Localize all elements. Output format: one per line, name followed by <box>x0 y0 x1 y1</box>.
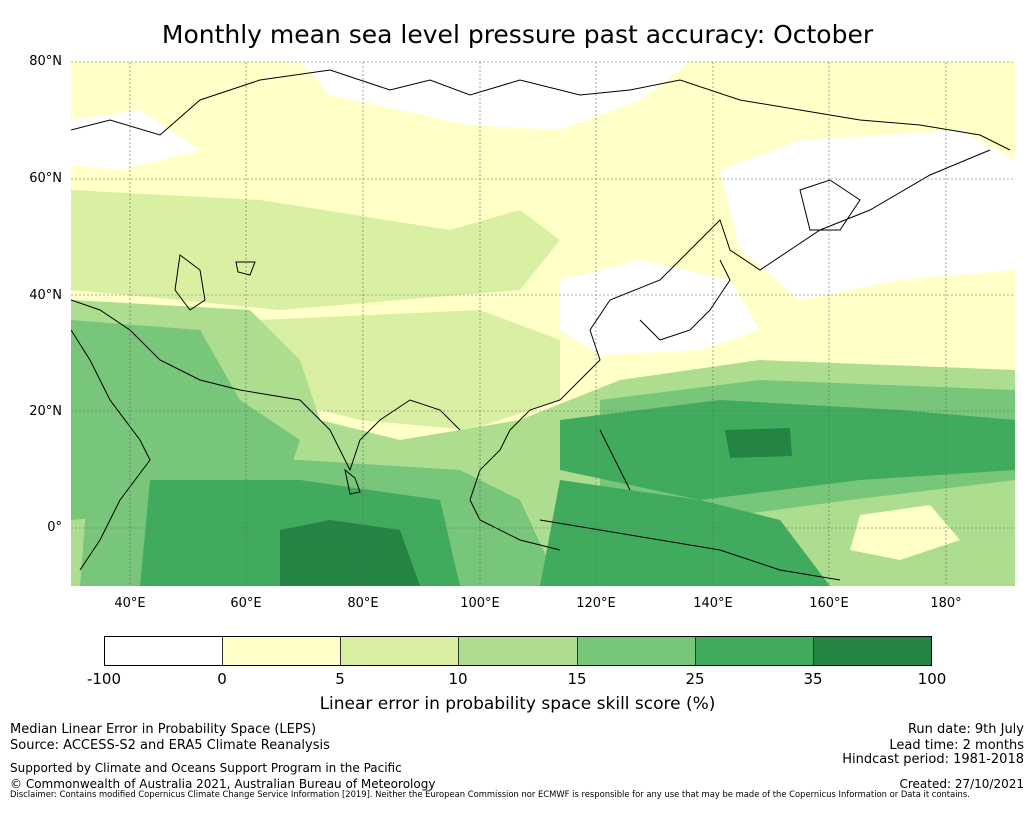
colorbar-segment <box>105 637 224 665</box>
lon-label-60e: 60°E <box>230 596 262 611</box>
footer-run-date: Run date: 9th July <box>907 722 1024 737</box>
colorbar-segment <box>813 637 931 665</box>
colorbar-segment <box>459 637 578 665</box>
colorbar-tick-label: 35 <box>803 670 823 688</box>
lat-label-0: 0° <box>47 520 62 535</box>
lat-label-80n: 80°N <box>29 54 62 69</box>
colorbar-tick-label: 0 <box>217 670 227 688</box>
lon-label-40e: 40°E <box>114 596 146 611</box>
lon-label-80e: 80°E <box>347 596 379 611</box>
footer-source: Source: ACCESS-S2 and ERA5 Climate Reana… <box>10 738 330 753</box>
footer-copyright: © Commonwealth of Australia 2021, Austra… <box>10 777 436 791</box>
footer-support: Supported by Climate and Oceans Support … <box>10 761 402 775</box>
coastlines <box>71 69 1011 581</box>
gridlines <box>71 61 1015 586</box>
colorbar-tick-label: 5 <box>335 670 345 688</box>
lon-label-180: 180° <box>930 596 962 611</box>
colorbar-tick-label: 15 <box>567 670 587 688</box>
lat-label-20n: 20°N <box>29 404 62 419</box>
lon-label-120e: 120°E <box>576 596 616 611</box>
skill-map <box>71 61 1015 586</box>
lon-label-160e: 160°E <box>809 596 849 611</box>
lon-label-140e: 140°E <box>693 596 733 611</box>
colorbar-label: Linear error in probability space skill … <box>319 694 716 714</box>
colorbar-segment <box>695 637 814 665</box>
lat-label-60n: 60°N <box>29 171 62 186</box>
colorbar-segment <box>577 637 696 665</box>
footer-method: Median Linear Error in Probability Space… <box>10 722 317 737</box>
colorbar-segment <box>341 637 460 665</box>
colorbar <box>104 636 932 666</box>
colorbar-segment <box>223 637 342 665</box>
chart-title: Monthly mean sea level pressure past acc… <box>161 20 874 49</box>
lon-label-100e: 100°E <box>460 596 500 611</box>
footer-disclaimer: Disclaimer: Contains modified Copernicus… <box>10 789 970 799</box>
lat-label-40n: 40°N <box>29 288 62 303</box>
colorbar-tick-label: 10 <box>448 670 468 688</box>
footer-created: Created: 27/10/2021 <box>899 777 1024 791</box>
colorbar-tick-label: -100 <box>86 670 122 688</box>
colorbar-tick-label: 25 <box>685 670 705 688</box>
footer-hindcast-period: Hindcast period: 1981-2018 <box>842 752 1024 767</box>
footer-lead-time: Lead time: 2 months <box>889 738 1024 753</box>
colorbar-tick-label: 100 <box>917 670 947 688</box>
skill-field <box>71 62 1015 586</box>
